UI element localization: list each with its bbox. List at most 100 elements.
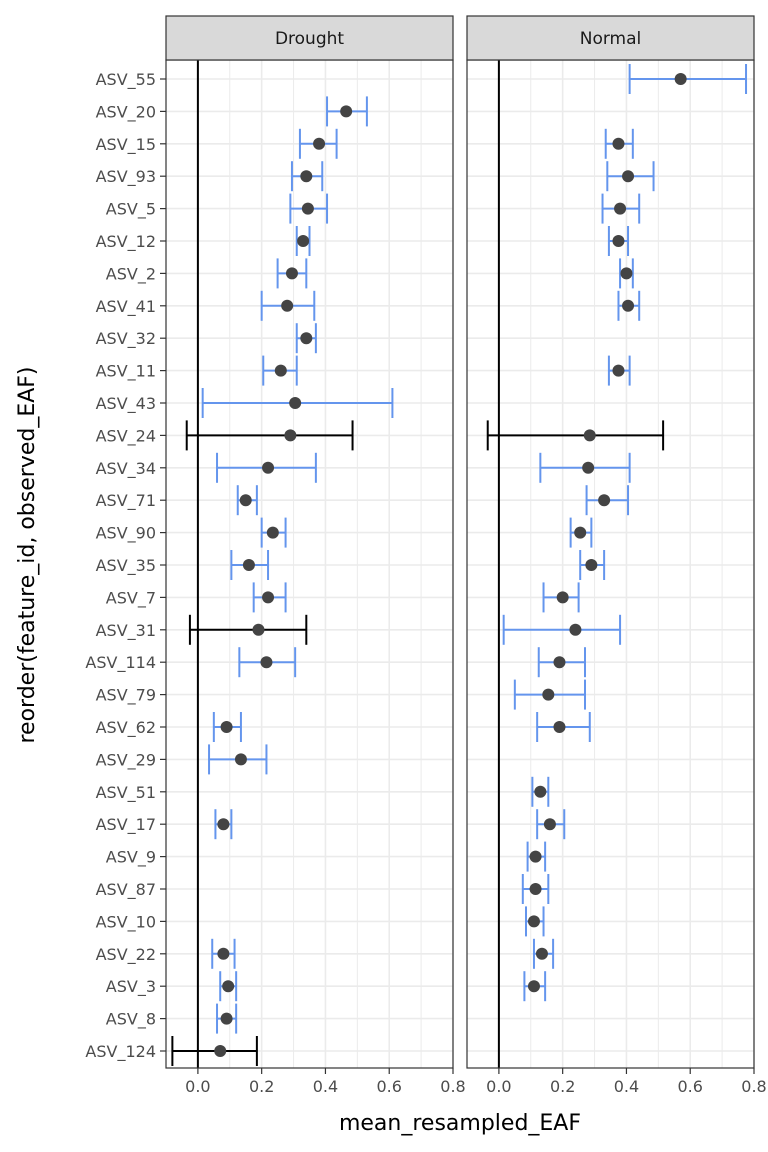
y-tick-label: ASV_11	[96, 362, 156, 382]
mean-point-asv-114	[553, 656, 566, 669]
mean-point-asv-22	[535, 947, 548, 960]
mean-point-asv-3	[222, 980, 235, 993]
mean-point-asv-29	[234, 753, 247, 766]
y-tick-label: ASV_8	[106, 1010, 156, 1030]
y-tick-label: ASV_79	[96, 686, 156, 706]
panel-drought: Drought 0.0 0.2 0.4 0.6 0.8	[165, 15, 466, 1096]
mean-point-asv-10	[527, 915, 540, 928]
mean-point-asv-93	[622, 170, 635, 183]
facet-strip-normal	[466, 15, 755, 61]
facet-label-drought: Drought	[275, 29, 344, 49]
y-tick-label: ASV_34	[96, 459, 156, 479]
mean-point-asv-8	[220, 1012, 233, 1025]
mean-point-asv-15	[612, 137, 625, 150]
mean-point-asv-2	[620, 267, 633, 280]
y-tick-label: ASV_43	[96, 394, 156, 414]
mean-point-asv-41	[281, 299, 294, 312]
panel-background	[467, 60, 754, 1068]
mean-point-asv-62	[553, 721, 566, 733]
mean-point-asv-31	[569, 623, 582, 636]
y-tick-label: ASV_3	[106, 977, 156, 997]
mean-point-asv-71	[598, 494, 611, 507]
mean-point-asv-51	[534, 785, 547, 798]
y-tick-label: ASV_5	[106, 200, 156, 220]
mean-point-asv-3	[527, 980, 540, 993]
errorbar-asv-31	[188, 614, 308, 645]
mean-point-asv-15	[313, 137, 326, 150]
x-tick-label: 0.4	[313, 1077, 338, 1096]
mean-point-asv-124	[214, 1045, 227, 1057]
mean-point-asv-62	[220, 721, 233, 733]
y-tick-label: ASV_71	[96, 491, 156, 511]
y-tick-label: ASV_9	[106, 848, 156, 868]
y-tick-label: ASV_10	[96, 912, 156, 932]
y-tick-label: ASV_17	[96, 815, 156, 835]
mean-point-asv-17	[217, 818, 230, 831]
mean-point-asv-11	[274, 364, 287, 377]
mean-point-asv-5	[614, 202, 627, 215]
x-tick-label: 0.6	[677, 1077, 702, 1096]
y-tick-label: ASV_24	[96, 426, 156, 446]
mean-point-asv-43	[289, 397, 302, 409]
y-tick-label: ASV_55	[96, 70, 156, 90]
x-axis-title: mean_resampled_EAF	[339, 1111, 581, 1136]
y-tick-labels: ASV_55 ASV_20 ASV_15 ASV_93 ASV_5 ASV_12 ASV_2…	[85, 70, 166, 1062]
mean-point-asv-35	[585, 559, 598, 571]
mean-point-asv-7	[262, 591, 275, 604]
facet-label-normal: Normal	[580, 29, 642, 49]
mean-point-asv-93	[300, 170, 313, 183]
mean-point-asv-90	[266, 526, 279, 539]
x-tick-label: 0.2	[550, 1077, 575, 1096]
mean-point-asv-11	[612, 364, 625, 377]
mean-point-asv-22	[217, 947, 230, 960]
mean-point-asv-71	[239, 494, 252, 507]
y-tick-label: ASV_31	[96, 621, 156, 641]
x-tick-label: 0.6	[376, 1077, 401, 1096]
y-tick-label: ASV_15	[96, 135, 156, 155]
y-tick-label: ASV_29	[96, 750, 156, 770]
mean-point-asv-31	[252, 623, 265, 636]
mean-point-asv-17	[543, 818, 556, 831]
y-axis-title: reorder(feature_id, observed_EAF)	[15, 366, 40, 743]
mean-point-asv-34	[262, 461, 275, 474]
x-tick-label: 0.8	[741, 1077, 766, 1096]
errorbar-asv-55	[628, 64, 748, 94]
y-tick-label: ASV_41	[96, 297, 156, 317]
y-tick-label: ASV_22	[96, 945, 156, 965]
x-tick-label: 0.0	[185, 1077, 210, 1096]
y-tick-label: ASV_51	[96, 783, 156, 803]
y-tick-label: ASV_114	[85, 653, 156, 673]
y-tick-label: ASV_12	[96, 232, 156, 252]
mean-point-asv-34	[582, 461, 595, 474]
x-tick-label: 0.0	[486, 1077, 511, 1096]
mean-point-asv-55	[674, 73, 687, 85]
mean-point-asv-41	[622, 299, 635, 312]
x-tick-label: 0.4	[614, 1077, 639, 1096]
mean-point-asv-114	[260, 656, 273, 669]
mean-point-asv-87	[529, 883, 542, 895]
errorbar-asv-24	[486, 420, 665, 451]
mean-point-asv-12	[612, 235, 625, 247]
mean-point-asv-24	[583, 429, 596, 442]
y-tick-label: ASV_20	[96, 102, 156, 122]
errorbar-asv-24	[185, 420, 354, 451]
mean-point-asv-9	[529, 850, 542, 863]
facet-panels: Drought 0.0 0.2 0.4 0.6 0.8 Normal 0.0 0.2 0.4 0.6…	[165, 15, 767, 1096]
y-tick-label: ASV_87	[96, 880, 156, 900]
mean-point-asv-7	[556, 591, 569, 604]
y-tick-label: ASV_90	[96, 524, 156, 544]
mean-point-asv-24	[284, 429, 297, 442]
y-tick-label: ASV_32	[96, 329, 156, 349]
y-tick-label: ASV_35	[96, 556, 156, 576]
y-tick-label: ASV_7	[106, 588, 156, 608]
mean-point-asv-32	[300, 332, 313, 345]
mean-point-asv-79	[542, 688, 555, 701]
y-tick-label: ASV_93	[96, 167, 156, 187]
mean-point-asv-35	[242, 559, 255, 571]
mean-point-asv-12	[297, 235, 310, 247]
mean-point-asv-2	[285, 267, 298, 280]
mean-point-asv-90	[574, 526, 587, 539]
x-tick-label: 0.2	[249, 1077, 274, 1096]
facet-strip-drought	[165, 15, 454, 61]
